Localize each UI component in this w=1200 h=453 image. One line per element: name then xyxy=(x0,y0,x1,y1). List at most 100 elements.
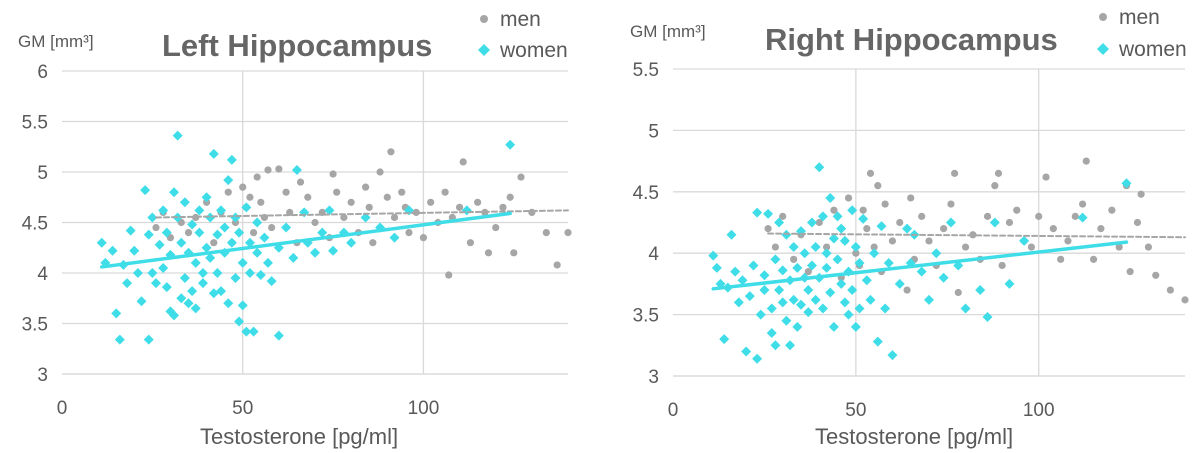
women-data-point xyxy=(803,285,814,296)
men-data-point xyxy=(304,193,312,201)
x-tick-label: 0 xyxy=(668,400,679,421)
women-data-point xyxy=(781,315,792,326)
women-data-point xyxy=(766,303,777,314)
women-data-point xyxy=(872,336,883,347)
men-data-point xyxy=(202,198,211,206)
women-data-point xyxy=(252,217,263,228)
men-data-point xyxy=(459,158,467,166)
men-data-point xyxy=(1064,237,1072,245)
women-data-point xyxy=(223,175,234,186)
women-data-point xyxy=(770,254,781,265)
women-data-point xyxy=(389,232,400,243)
women-data-point xyxy=(781,229,792,240)
women-data-point xyxy=(205,252,216,263)
women-data-point xyxy=(122,278,133,289)
legend-men-marker xyxy=(480,15,488,23)
women-data-point xyxy=(147,212,158,223)
women-data-point xyxy=(774,285,785,296)
women-data-point xyxy=(158,262,169,273)
men-data-point xyxy=(177,218,185,227)
women-data-point xyxy=(324,205,335,216)
men-data-point xyxy=(994,169,1003,177)
men-data-point xyxy=(253,173,261,181)
men-data-point xyxy=(1137,190,1145,198)
men-data-point xyxy=(347,198,355,206)
women-data-point xyxy=(806,260,817,271)
women-data-point xyxy=(774,217,785,228)
women-data-point xyxy=(216,286,227,297)
y-tick-label: 4 xyxy=(648,244,659,265)
women-data-point xyxy=(140,185,151,196)
women-data-point xyxy=(169,310,180,321)
women-data-point xyxy=(154,239,165,250)
women-data-point xyxy=(711,262,722,273)
men-data-point xyxy=(441,188,449,196)
men-data-point xyxy=(881,200,889,208)
men-data-point xyxy=(224,188,232,196)
men-data-point xyxy=(925,237,933,245)
men-data-point xyxy=(264,166,272,174)
women-data-point xyxy=(828,233,839,244)
women-data-point xyxy=(114,334,125,345)
women-data-point xyxy=(241,326,252,337)
men-data-point xyxy=(376,168,384,176)
men-data-point xyxy=(510,249,518,257)
women-data-point xyxy=(150,278,161,289)
men-data-point xyxy=(1152,271,1160,279)
women-data-point xyxy=(894,278,905,289)
men-data-point xyxy=(466,239,475,247)
left-legend: men women xyxy=(478,8,568,62)
men-data-point xyxy=(1097,225,1105,233)
women-data-point xyxy=(876,221,887,232)
men-data-point xyxy=(1181,296,1189,304)
legend-women-label: women xyxy=(1118,38,1187,61)
men-data-point xyxy=(246,193,254,201)
women-data-point xyxy=(288,252,299,263)
left-gridlines xyxy=(62,70,568,375)
left-y-ticks: 3 3.5 4 4.5 5 5.5 6 xyxy=(22,62,49,386)
women-data-point xyxy=(821,248,832,259)
women-data-point xyxy=(759,285,770,296)
men-data-point xyxy=(405,229,413,237)
men-data-point xyxy=(1133,218,1142,227)
men-data-point xyxy=(517,173,525,181)
men-data-point xyxy=(771,243,779,251)
women-data-point xyxy=(147,268,158,278)
women-data-point xyxy=(730,266,741,277)
men-data-point xyxy=(553,261,561,269)
women-data-point xyxy=(832,211,843,222)
men-data-point xyxy=(1042,173,1050,181)
right-data-points xyxy=(708,157,1189,364)
women-data-point xyxy=(726,229,737,240)
women-data-point xyxy=(197,268,208,278)
women-data-point xyxy=(266,276,277,287)
women-data-point xyxy=(785,340,796,351)
women-data-point xyxy=(865,294,876,305)
women-data-point xyxy=(310,247,320,258)
women-data-point xyxy=(810,242,821,253)
women-data-point xyxy=(212,268,223,278)
x-tick-label: 0 xyxy=(57,398,68,419)
right-gridlines xyxy=(673,68,1185,377)
women-data-point xyxy=(799,248,810,259)
women-data-point xyxy=(817,211,828,222)
men-data-point xyxy=(257,198,265,206)
y-tick-label: 3 xyxy=(648,367,659,388)
men-data-point xyxy=(1005,218,1014,227)
y-tick-label: 4.5 xyxy=(22,214,48,235)
women-data-point xyxy=(129,245,140,256)
women-data-point xyxy=(759,270,770,281)
women-data-point xyxy=(244,237,255,248)
y-tick-label: 5 xyxy=(37,163,48,184)
right-y-ticks: 3 3.5 4 4.5 5 5.5 xyxy=(633,60,660,388)
women-data-point xyxy=(161,227,172,238)
men-data-point xyxy=(445,271,453,279)
women-data-point xyxy=(821,262,832,273)
women-data-point xyxy=(244,268,255,278)
women-data-point xyxy=(1004,278,1015,289)
men-data-point xyxy=(859,206,867,214)
women-data-point xyxy=(737,275,748,286)
left-hippocampus-chart: 3 3.5 4 4.5 5 5.5 6 0 50 100 GM [mm³] Left Hippo… xyxy=(18,8,572,449)
women-data-point xyxy=(252,247,263,258)
women-data-point xyxy=(248,326,259,337)
